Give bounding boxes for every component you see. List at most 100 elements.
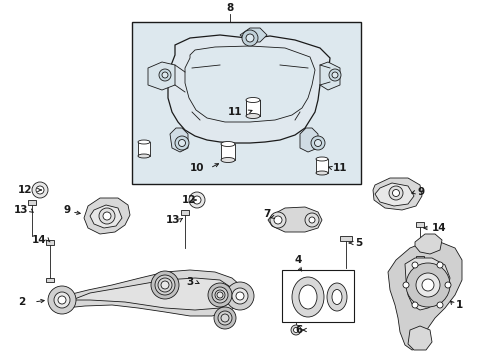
Circle shape [411, 262, 417, 268]
Polygon shape [267, 207, 321, 232]
Circle shape [99, 208, 115, 224]
Text: 14: 14 [32, 235, 46, 245]
Ellipse shape [315, 157, 327, 161]
Text: 2: 2 [18, 297, 25, 307]
Circle shape [421, 279, 433, 291]
Circle shape [411, 302, 417, 308]
Bar [46, 278, 54, 282]
Text: 1: 1 [455, 300, 462, 310]
Text: 9: 9 [64, 205, 71, 215]
Circle shape [436, 262, 442, 268]
Bar [181, 210, 189, 215]
Circle shape [328, 69, 340, 81]
Text: 13: 13 [14, 205, 28, 215]
Polygon shape [168, 35, 329, 143]
Circle shape [214, 307, 236, 329]
Polygon shape [299, 128, 317, 152]
Polygon shape [319, 62, 339, 90]
Bar [46, 240, 54, 245]
Text: 12: 12 [182, 195, 196, 205]
Text: 13: 13 [165, 215, 180, 225]
Text: 11: 11 [332, 163, 346, 173]
Circle shape [162, 72, 168, 78]
Circle shape [221, 314, 228, 322]
Circle shape [269, 212, 285, 228]
Polygon shape [72, 278, 231, 310]
Circle shape [293, 328, 298, 333]
Bar [245, 100, 260, 116]
Ellipse shape [221, 158, 235, 162]
Ellipse shape [245, 98, 260, 103]
Polygon shape [84, 198, 130, 234]
Circle shape [155, 275, 175, 295]
Circle shape [193, 196, 201, 204]
Text: 9: 9 [417, 187, 424, 197]
Circle shape [290, 325, 301, 335]
Circle shape [245, 34, 253, 42]
Polygon shape [58, 270, 242, 316]
Polygon shape [170, 128, 187, 152]
Ellipse shape [315, 171, 327, 175]
Circle shape [405, 263, 449, 307]
Ellipse shape [138, 154, 150, 158]
Bar [415, 256, 423, 260]
Text: 10: 10 [189, 163, 203, 173]
Circle shape [242, 30, 258, 46]
Circle shape [212, 287, 227, 303]
Polygon shape [414, 234, 441, 254]
Circle shape [310, 136, 325, 150]
Bar [138, 142, 150, 156]
Bar [221, 144, 235, 160]
Polygon shape [184, 46, 314, 122]
Circle shape [218, 311, 231, 325]
Polygon shape [148, 62, 175, 90]
Bar [315, 159, 327, 173]
Circle shape [273, 216, 282, 224]
Bar [28, 200, 36, 205]
Text: 7: 7 [263, 209, 270, 219]
Ellipse shape [291, 277, 324, 317]
Polygon shape [407, 326, 431, 350]
Circle shape [225, 282, 253, 310]
Text: 5: 5 [354, 238, 362, 248]
Circle shape [314, 140, 321, 147]
Polygon shape [90, 205, 122, 228]
Circle shape [54, 292, 70, 308]
Circle shape [231, 288, 247, 304]
Bar [282, 270, 353, 322]
Ellipse shape [326, 283, 346, 311]
Polygon shape [372, 178, 421, 210]
Ellipse shape [138, 140, 150, 144]
Circle shape [331, 72, 337, 78]
Circle shape [36, 186, 44, 194]
Circle shape [305, 213, 318, 227]
Circle shape [392, 189, 399, 197]
Text: 14: 14 [431, 223, 446, 233]
Circle shape [103, 212, 111, 220]
Bar [415, 222, 423, 227]
Circle shape [388, 186, 402, 200]
Circle shape [308, 217, 314, 223]
Text: 12: 12 [18, 185, 32, 195]
Ellipse shape [298, 285, 316, 309]
Circle shape [178, 140, 185, 147]
Circle shape [215, 290, 224, 300]
Bar [339, 236, 351, 241]
Polygon shape [404, 258, 449, 310]
Circle shape [48, 286, 76, 314]
Circle shape [415, 273, 439, 297]
Circle shape [158, 278, 172, 292]
Bar [132, 22, 360, 184]
Circle shape [151, 271, 179, 299]
Circle shape [32, 182, 48, 198]
Circle shape [189, 192, 204, 208]
Text: 11: 11 [227, 107, 242, 117]
Circle shape [217, 292, 223, 298]
Circle shape [207, 283, 231, 307]
Polygon shape [374, 183, 413, 206]
Circle shape [159, 69, 171, 81]
Text: 4: 4 [294, 255, 301, 265]
Text: 6: 6 [294, 325, 302, 335]
Circle shape [236, 292, 244, 300]
Text: 8: 8 [226, 3, 233, 13]
